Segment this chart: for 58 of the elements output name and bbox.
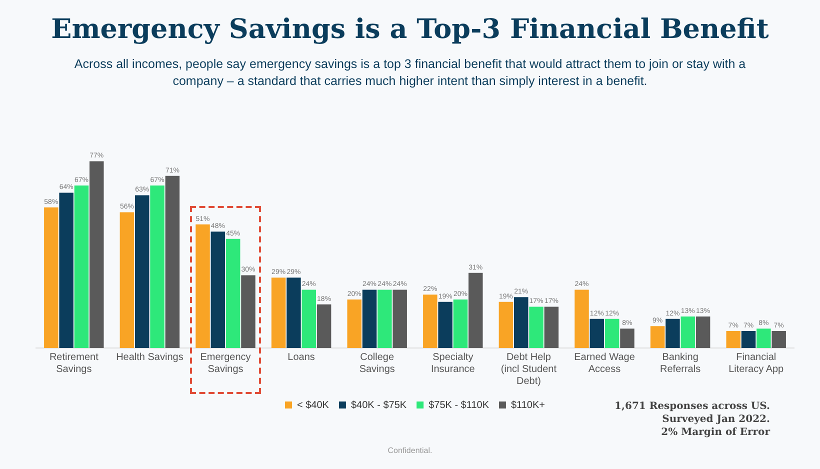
bar — [574, 290, 589, 348]
bar — [241, 275, 256, 348]
bar — [74, 186, 89, 348]
bar — [756, 328, 771, 348]
bar — [362, 290, 377, 348]
text: 1,671 Responses across US. Surveyed Jan 2022. 2% Margin of Error — [614, 400, 770, 439]
x-tick-label: Earned Wage Access — [574, 352, 636, 375]
x-tick-label: Financial Literacy App — [728, 352, 784, 375]
bar — [468, 272, 483, 348]
x-tick-label: Emergency Savings — [200, 352, 251, 375]
x-tick-label: Debt Help (incl Student Debt) — [500, 352, 557, 387]
x-tick-label: Loans — [288, 352, 315, 363]
bar — [438, 302, 452, 348]
bar — [680, 316, 696, 348]
bar — [134, 195, 150, 348]
bar — [210, 232, 226, 348]
bar — [120, 212, 134, 348]
x-tick-label: Specialty Insurance — [430, 352, 476, 375]
bar — [604, 318, 620, 348]
bar — [302, 290, 316, 348]
x-tick-label: Health Savings — [116, 352, 184, 363]
bar — [666, 318, 680, 348]
bar — [286, 278, 301, 348]
bar — [590, 318, 604, 348]
bar — [529, 306, 544, 348]
chart-subtitle: Across all incomes, people say emergency savings is a top 3 financial benefit that would attract them to join or stay with a company – a standard that carries much higher intent than simply interest in a benefit. — [73, 56, 747, 90]
text: Confidential. — [386, 446, 434, 455]
bar — [772, 331, 786, 348]
bar — [150, 186, 164, 348]
bar — [316, 304, 332, 348]
bar — [741, 331, 756, 348]
bar — [392, 290, 407, 348]
x-tick-label: Banking Referrals — [660, 352, 701, 375]
legend-label: $75K - $110K — [428, 400, 490, 411]
legend-label: < $40K — [297, 400, 330, 411]
bar — [696, 316, 710, 348]
bar — [514, 297, 528, 348]
bar — [44, 207, 58, 348]
bar — [196, 224, 210, 348]
bar — [544, 306, 559, 348]
bar — [165, 176, 180, 348]
bar — [90, 161, 104, 348]
bar — [347, 300, 362, 348]
bar — [378, 290, 392, 348]
bar — [726, 331, 740, 348]
x-tick-label: College Savings — [359, 352, 395, 375]
bar — [498, 302, 514, 348]
bar — [620, 328, 634, 348]
bar — [423, 294, 438, 348]
x-tick-label: Retirement Savings — [49, 352, 99, 375]
bar — [271, 278, 286, 348]
bar — [59, 192, 74, 348]
bar — [226, 238, 240, 348]
legend-label: $110K+ — [510, 400, 546, 411]
legend-label: $40K - $75K — [350, 400, 407, 411]
bar — [650, 326, 665, 348]
bar — [453, 300, 468, 348]
chart-title: Emergency Savings is a Top-3 Financial Benefit — [50, 14, 770, 45]
